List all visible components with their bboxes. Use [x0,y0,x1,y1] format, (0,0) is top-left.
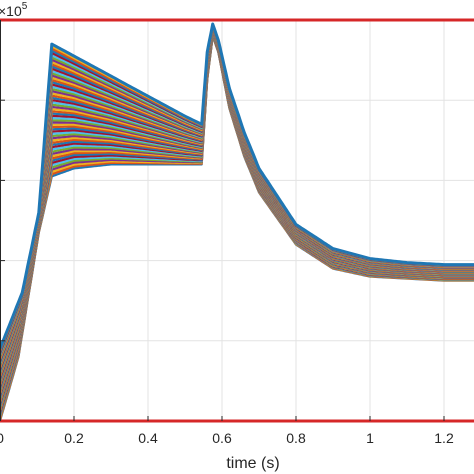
curve-line [0,22,474,350]
limit-lines [0,18,474,423]
y-axis-exponent: ×105 [0,1,28,19]
x-tick-label: 0.2 [64,430,84,446]
x-tick-label: 0 [0,430,4,446]
x-tick-label: 0.4 [138,430,158,446]
curve-family [0,22,474,422]
x-tick-labels: 0 0.2 0.4 0.6 0.8 1 1.2 [0,430,454,446]
x-axis-label: time (s) [226,455,279,472]
grid-lines [0,20,474,421]
axes [0,20,445,421]
x-tick-label: 1.2 [434,430,454,446]
x-tick-label: 0.6 [212,430,232,446]
curve-line [0,25,474,363]
x-tick-label: 1 [366,430,374,446]
x-tick-label: 0.8 [286,430,306,446]
